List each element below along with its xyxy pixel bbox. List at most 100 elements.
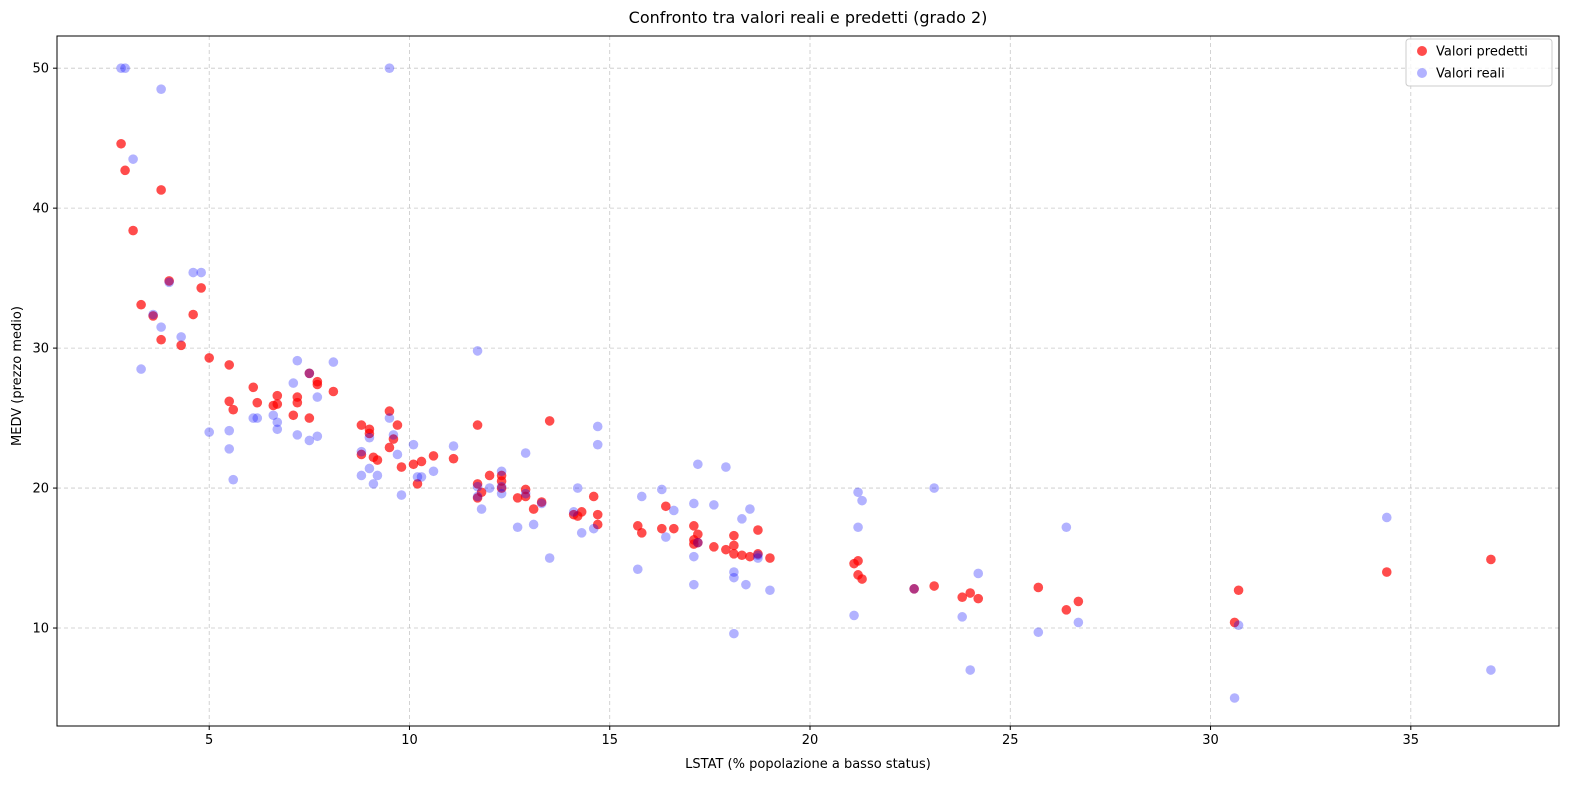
data-point xyxy=(272,424,283,435)
data-point xyxy=(136,364,146,374)
data-point xyxy=(520,491,531,502)
data-point xyxy=(592,509,603,520)
x-tick-label: 20 xyxy=(802,733,819,748)
data-point xyxy=(328,386,339,397)
data-point xyxy=(156,322,166,332)
data-point xyxy=(496,483,507,493)
data-point xyxy=(496,481,507,492)
data-point xyxy=(128,154,138,164)
data-point xyxy=(729,572,739,583)
data-point xyxy=(669,505,679,516)
legend-entry-valori-predetti: Valori predetti xyxy=(1436,45,1528,60)
data-point xyxy=(356,446,367,457)
y-tick-label: 40 xyxy=(32,202,49,217)
x-tick-label: 30 xyxy=(1202,733,1219,748)
data-point xyxy=(909,584,919,594)
data-point xyxy=(973,593,984,604)
data-point xyxy=(849,610,859,621)
data-point xyxy=(669,523,679,534)
data-point xyxy=(657,484,667,495)
series-valori-predetti xyxy=(116,138,1496,628)
data-point xyxy=(136,299,146,310)
data-point xyxy=(416,472,427,482)
series-valori-reali xyxy=(116,63,1496,703)
data-point xyxy=(448,453,459,464)
legend-entry-valori-reali: Valori reali xyxy=(1436,67,1505,82)
data-point xyxy=(196,283,206,293)
data-point xyxy=(304,435,315,446)
data-point xyxy=(356,420,367,430)
data-point xyxy=(965,665,976,675)
data-point xyxy=(156,84,166,94)
data-point xyxy=(472,481,483,492)
gridlines xyxy=(57,36,1559,726)
data-point xyxy=(356,470,367,481)
data-point xyxy=(636,528,647,538)
data-point xyxy=(689,521,699,531)
data-point xyxy=(204,427,215,437)
data-point xyxy=(288,378,299,388)
data-point xyxy=(428,466,439,477)
data-point xyxy=(520,484,531,495)
data-point xyxy=(929,483,939,493)
data-point xyxy=(765,585,775,596)
data-point xyxy=(857,574,867,584)
data-point xyxy=(729,530,739,541)
data-point xyxy=(224,396,235,407)
legend-marker-valori-reali xyxy=(1417,68,1427,78)
data-point xyxy=(693,537,703,548)
data-point xyxy=(745,551,755,562)
data-point xyxy=(428,451,439,461)
data-point xyxy=(304,368,315,379)
data-point xyxy=(729,628,739,639)
data-point xyxy=(176,340,186,351)
data-point xyxy=(592,439,603,450)
data-point xyxy=(661,532,671,542)
data-point xyxy=(753,525,763,535)
data-point xyxy=(536,498,547,509)
data-point xyxy=(388,430,399,440)
data-point xyxy=(384,63,395,73)
data-point xyxy=(536,497,547,507)
data-point xyxy=(576,507,587,517)
x-tick-label: 35 xyxy=(1403,733,1420,748)
y-axis-label: MEDV (prezzo medio) xyxy=(10,306,25,446)
data-point xyxy=(957,612,968,622)
data-point xyxy=(412,479,423,489)
data-point xyxy=(272,390,283,401)
data-point xyxy=(520,488,531,499)
data-point xyxy=(1486,665,1496,675)
data-point xyxy=(729,567,739,577)
data-point xyxy=(188,267,198,278)
data-point xyxy=(753,549,763,559)
chart-title: Confronto tra valori reali e predetti (g… xyxy=(629,8,988,27)
data-point xyxy=(148,311,158,321)
data-point xyxy=(304,413,315,423)
data-point xyxy=(636,491,647,502)
data-point xyxy=(1073,617,1084,628)
data-point xyxy=(689,579,699,590)
data-point xyxy=(116,138,126,149)
data-point xyxy=(116,63,126,73)
data-point xyxy=(384,413,395,423)
y-axis-ticks: 10 20 30 40 50 xyxy=(32,62,57,637)
x-axis-label: LSTAT (% popolazione a basso status) xyxy=(685,757,931,772)
x-axis-ticks: 5 10 15 20 25 30 35 xyxy=(205,726,1419,748)
data-point xyxy=(484,470,495,481)
data-point xyxy=(176,332,186,342)
data-point xyxy=(372,470,383,481)
data-point xyxy=(312,431,323,442)
data-point xyxy=(661,501,671,512)
data-point xyxy=(156,185,166,195)
data-point xyxy=(729,549,739,559)
data-point xyxy=(388,434,399,444)
data-point xyxy=(737,550,747,561)
data-point xyxy=(396,490,407,500)
data-point xyxy=(568,507,579,517)
data-point xyxy=(1061,605,1072,615)
data-point xyxy=(588,491,599,502)
data-point xyxy=(164,277,174,288)
data-point xyxy=(164,276,174,286)
data-point xyxy=(156,334,166,345)
